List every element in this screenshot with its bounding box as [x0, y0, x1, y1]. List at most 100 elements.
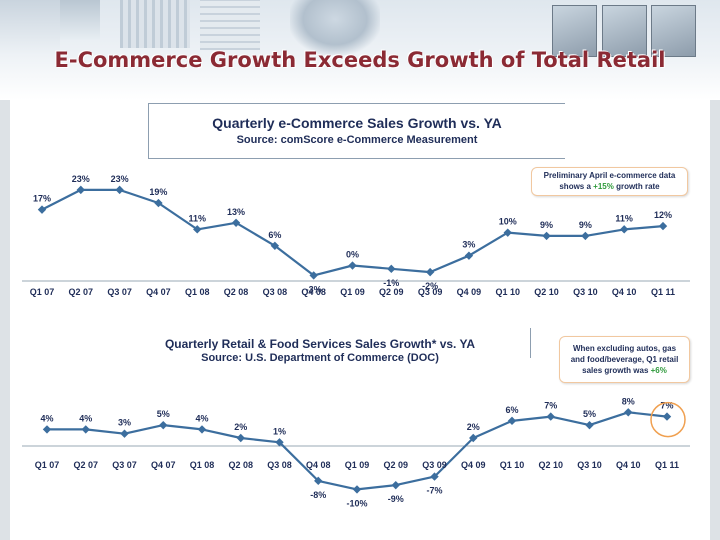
chart2-data-label: 4%	[195, 413, 208, 423]
chart2-data-point	[275, 438, 284, 447]
chart1-data-label: 9%	[579, 220, 592, 230]
building-photo	[0, 0, 60, 55]
chart2-data-label: -10%	[346, 498, 367, 508]
chart2-data-point	[469, 433, 478, 443]
chart2-annotation-line3: sales growth was +6%	[582, 365, 667, 375]
slide-title: E-Commerce Growth Exceeds Growth of Tota…	[54, 48, 666, 72]
chart2-data-point	[507, 416, 517, 426]
chart1-data-label: 6%	[268, 230, 281, 240]
chart2-data-point	[662, 412, 672, 421]
chart2-tick-label: Q3 09	[422, 460, 447, 470]
chart2-data-label: 5%	[583, 409, 596, 419]
chart1-tick-label: Q2 07	[69, 287, 94, 297]
ecommerce-growth-chart: 17% Q1 07 23% Q2 07 23% Q3 07 19% Q4 07 11% Q1 08…	[22, 174, 690, 297]
chart2-annotation-highlight: +6%	[650, 365, 667, 375]
chart1-data-point	[542, 231, 551, 241]
chart2-tick-label: Q4 08	[306, 460, 331, 470]
chart2-tick-label: Q4 07	[151, 460, 176, 470]
chart2-annotation: When excluding autos, gas and food/bever…	[559, 336, 690, 383]
chart2-data-point	[159, 420, 168, 430]
chart2-data-label: -8%	[310, 490, 326, 500]
chart1-data-label: 3%	[462, 240, 475, 250]
meeting-photo-tile	[552, 5, 597, 57]
chart1-data-point	[37, 205, 47, 214]
business-people-photo-tile	[602, 5, 647, 57]
chart1-tick-label: Q1 08	[185, 287, 210, 297]
chart2-data-point	[430, 472, 439, 481]
chart2-series-line	[47, 411, 668, 491]
chart2-title: Quarterly Retail & Food Services Sales G…	[164, 337, 476, 351]
chart2-tick-label: Q1 08	[190, 460, 215, 470]
chart1-data-label: 19%	[149, 187, 167, 197]
chart2-data-label: -7%	[426, 486, 442, 496]
chart1-data-point	[193, 225, 202, 234]
chart1-data-point	[115, 185, 124, 195]
chart2-data-label: 4%	[79, 413, 92, 423]
chart2-data-label: 3%	[118, 418, 131, 428]
chart1-data-label: 17%	[33, 194, 51, 204]
chart1-tick-label: Q2 08	[224, 287, 249, 297]
chart2-data-label: 5%	[157, 409, 170, 419]
chart2-highlight-circle	[650, 401, 686, 438]
chart1-tick-label: Q3 10	[573, 287, 598, 297]
chart2-tick-label: Q1 09	[345, 460, 370, 470]
chart2-data-label: 2%	[234, 422, 247, 432]
chart1-tick-label: Q3 08	[263, 287, 288, 297]
businesswoman-photo	[290, 0, 380, 55]
chart1-data-point	[581, 231, 590, 241]
chart1-tick-label: Q2 10	[534, 287, 559, 297]
chart1-data-label: 11%	[188, 213, 206, 223]
chart1-data-label: 23%	[111, 174, 129, 184]
chart1-annotation-line2: shows a +15% growth rate	[559, 181, 660, 191]
retail-growth-chart: 4% Q1 07 4% Q2 07 3% Q3 07 5% Q4 07 4% Q1 08 2% Q2 …	[22, 396, 690, 508]
chart2-data-point	[314, 476, 323, 486]
chart2-data-label: 1%	[273, 426, 286, 436]
chart1-data-label: 10%	[499, 217, 517, 227]
chart1-tick-label: Q1 09	[340, 287, 365, 297]
building-photo	[60, 0, 100, 40]
chart1-annotation-highlight: +15%	[593, 181, 614, 191]
chart1-data-label: -3%	[306, 284, 322, 294]
chart1-data-point	[387, 264, 396, 274]
chart1-data-label: -2%	[422, 281, 438, 291]
chart1-data-label: -1%	[383, 278, 399, 288]
chart1-data-point	[464, 251, 474, 260]
chart2-data-point	[546, 412, 555, 421]
building-photo	[120, 0, 190, 48]
chart2-annotation-line2: and food/beverage, Q1 retail	[570, 354, 679, 364]
chart1-data-label: 0%	[346, 250, 359, 260]
chart2-tick-label: Q1 11	[655, 460, 679, 470]
chart2-data-label: 7%	[660, 401, 673, 411]
chart1-data-point	[154, 198, 163, 208]
chart1-data-point	[425, 267, 435, 277]
chart1-data-point	[76, 185, 86, 195]
chart2-tick-label: Q2 10	[538, 460, 563, 470]
chart2-tick-label: Q2 09	[383, 460, 408, 470]
chart2-data-point	[81, 425, 90, 434]
chart2-data-label: 2%	[467, 422, 480, 432]
chart1-annotation: Preliminary April e-commerce data shows …	[531, 167, 688, 196]
chart2-data-label: -9%	[388, 494, 404, 504]
chart2-data-label: 8%	[622, 396, 635, 406]
chart1-data-point	[348, 261, 357, 270]
chart1-annotation-line1: Preliminary April e-commerce data	[543, 171, 676, 180]
chart2-data-point	[585, 420, 594, 430]
chart1-data-point	[658, 221, 668, 231]
chart2-data-point	[42, 425, 52, 434]
chart2-tick-label: Q4 10	[616, 460, 641, 470]
chart1-tick-label: Q1 07	[30, 287, 55, 297]
chart1-tick-label: Q2 09	[379, 287, 404, 297]
chart2-tick-label: Q3 10	[577, 460, 602, 470]
chart1-data-point	[309, 271, 318, 280]
chart1-title-box: Quarterly e-Commerce Sales Growth vs. YA…	[148, 103, 565, 159]
chart2-tick-label: Q1 07	[35, 460, 60, 470]
chart2-data-point	[120, 429, 129, 438]
chart1-tick-label: Q4 08	[301, 287, 326, 297]
chart1-data-point	[619, 225, 629, 234]
chart2-data-point	[624, 408, 633, 417]
chart1-data-label: 13%	[227, 207, 245, 217]
chart2-tick-label: Q3 07	[112, 460, 137, 470]
chart1-tick-label: Q1 10	[495, 287, 520, 297]
chart1-tick-label: Q4 09	[457, 287, 482, 297]
header-banner	[0, 0, 720, 100]
